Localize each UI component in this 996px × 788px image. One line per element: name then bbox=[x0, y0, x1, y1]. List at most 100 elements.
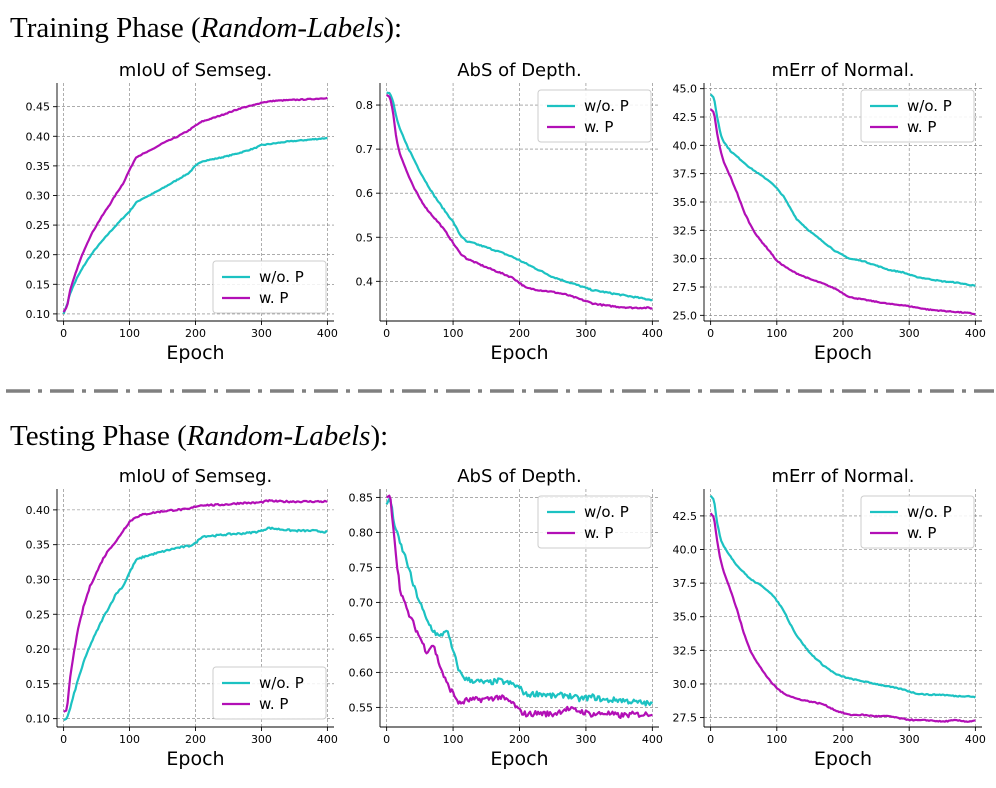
chart-title: mErr of Normal. bbox=[771, 466, 914, 487]
x-tick-label: 100 bbox=[119, 733, 140, 746]
legend-box bbox=[537, 89, 652, 143]
testing-phase-title: Testing Phase (Random-Labels): bbox=[10, 420, 388, 452]
chart-6: mErr of Normal. 0 100 200 300 400 27.5 30.0 32.5… bbox=[673, 466, 986, 770]
legend-label: w. P bbox=[259, 289, 288, 307]
y-tick-label: 0.15 bbox=[26, 278, 51, 291]
y-tick-label: 30.0 bbox=[673, 678, 698, 691]
y-tick-label: 0.35 bbox=[26, 539, 51, 552]
y-tick-label: 0.20 bbox=[26, 643, 51, 656]
x-axis-label: Epoch bbox=[166, 748, 224, 770]
y-tick-label: 0.20 bbox=[26, 249, 51, 262]
y-tick-label: 0.10 bbox=[26, 713, 51, 726]
legend: w/o. P w. P bbox=[537, 495, 652, 549]
y-tick-label: 0.25 bbox=[26, 608, 51, 621]
x-tick-label: 400 bbox=[317, 327, 338, 340]
y-tick-label: 0.5 bbox=[356, 231, 374, 244]
x-tick-label: 0 bbox=[707, 733, 714, 746]
legend-label: w/o. P bbox=[907, 503, 952, 521]
legend: w/o. P w. P bbox=[212, 666, 327, 720]
y-tick-label: 0.30 bbox=[26, 573, 51, 586]
series-line-without-p bbox=[385, 497, 654, 707]
y-tick-label: 0.65 bbox=[349, 631, 374, 644]
y-tick-label: 0.40 bbox=[26, 130, 51, 143]
legend-label: w. P bbox=[584, 524, 613, 542]
x-tick-label: 100 bbox=[443, 327, 464, 340]
y-tick-label: 0.40 bbox=[26, 504, 51, 517]
legend: w/o. P w. P bbox=[860, 89, 975, 143]
chart-3: mErr of Normal. 0 100 200 300 400 25.0 27.5 30.0… bbox=[673, 60, 986, 364]
legend-label: w/o. P bbox=[584, 503, 629, 521]
chart-5: AbS of Depth. 0 100 200 300 400 0.55 0.60 0.65 0.… bbox=[349, 466, 663, 770]
x-axis-label: Epoch bbox=[814, 342, 872, 364]
legend-box bbox=[212, 666, 327, 720]
legend-box bbox=[860, 89, 975, 143]
y-tick-label: 40.0 bbox=[673, 139, 698, 152]
y-tick-label: 0.10 bbox=[26, 308, 51, 321]
series-line-with-p bbox=[62, 96, 328, 313]
x-tick-label: 300 bbox=[899, 327, 920, 340]
legend: w/o. P w. P bbox=[537, 89, 652, 143]
x-tick-label: 0 bbox=[60, 327, 67, 340]
chart-title: mIoU of Semseg. bbox=[119, 60, 272, 81]
x-tick-label: 0 bbox=[383, 733, 390, 746]
x-tick-label: 100 bbox=[766, 733, 787, 746]
x-axis-label: Epoch bbox=[166, 342, 224, 364]
x-tick-label: 100 bbox=[443, 733, 464, 746]
x-tick-label: 0 bbox=[707, 327, 714, 340]
y-tick-label: 27.5 bbox=[673, 712, 698, 725]
y-tick-label: 32.5 bbox=[673, 644, 698, 657]
y-tick-label: 45.0 bbox=[673, 83, 698, 96]
legend-label: w. P bbox=[907, 524, 936, 542]
x-tick-label: 400 bbox=[965, 733, 986, 746]
chart-title: mIoU of Semseg. bbox=[119, 466, 272, 487]
x-tick-label: 200 bbox=[833, 733, 854, 746]
x-tick-label: 200 bbox=[185, 733, 206, 746]
y-tick-label: 30.0 bbox=[673, 253, 698, 266]
chart-title: mErr of Normal. bbox=[771, 60, 914, 81]
series-line-without-p bbox=[709, 495, 976, 699]
y-tick-label: 37.5 bbox=[673, 168, 698, 181]
legend: w/o. P w. P bbox=[860, 495, 975, 549]
y-tick-label: 0.15 bbox=[26, 678, 51, 691]
series-line-with-p bbox=[709, 108, 976, 316]
legend-label: w. P bbox=[259, 695, 288, 713]
x-axis-label: Epoch bbox=[490, 748, 548, 770]
y-tick-label: 35.0 bbox=[673, 196, 698, 209]
legend-label: w/o. P bbox=[259, 268, 304, 286]
series-line-without-p bbox=[62, 136, 328, 315]
y-tick-label: 42.5 bbox=[673, 510, 698, 523]
legend-box bbox=[212, 260, 327, 314]
y-tick-label: 42.5 bbox=[673, 111, 698, 124]
legend-label: w. P bbox=[907, 118, 936, 136]
x-tick-label: 400 bbox=[642, 327, 663, 340]
x-tick-label: 100 bbox=[119, 327, 140, 340]
chart-1: mIoU of Semseg. 0 100 200 300 400 0.10 0.15 0.20… bbox=[26, 60, 338, 364]
legend: w/o. P w. P bbox=[212, 260, 327, 314]
y-tick-label: 0.6 bbox=[356, 187, 374, 200]
legend-label: w/o. P bbox=[584, 97, 629, 115]
y-tick-label: 0.60 bbox=[349, 666, 374, 679]
y-tick-label: 0.75 bbox=[349, 561, 374, 574]
series-line-with-p bbox=[63, 499, 328, 713]
series-line-without-p bbox=[63, 526, 328, 722]
charts-container: mIoU of Semseg. 0 100 200 300 400 0.10 0.15 0.20… bbox=[26, 60, 986, 770]
x-tick-label: 0 bbox=[383, 327, 390, 340]
x-tick-label: 0 bbox=[60, 733, 67, 746]
x-tick-label: 200 bbox=[509, 327, 530, 340]
legend-box bbox=[537, 495, 652, 549]
legend-label: w/o. P bbox=[259, 674, 304, 692]
x-tick-label: 300 bbox=[251, 327, 272, 340]
y-tick-label: 0.80 bbox=[349, 526, 374, 539]
y-tick-label: 0.25 bbox=[26, 219, 51, 232]
y-tick-label: 32.5 bbox=[673, 224, 698, 237]
x-tick-label: 400 bbox=[965, 327, 986, 340]
y-tick-label: 40.0 bbox=[673, 544, 698, 557]
x-tick-label: 400 bbox=[317, 733, 338, 746]
training-phase-title: Training Phase (Random-Labels): bbox=[10, 12, 402, 44]
legend-label: w/o. P bbox=[907, 97, 952, 115]
chart-title: AbS of Depth. bbox=[457, 60, 582, 81]
y-tick-label: 0.8 bbox=[356, 99, 374, 112]
chart-2: AbS of Depth. 0 100 200 300 400 0.4 0.5 0.6 0.7 0.… bbox=[356, 60, 663, 364]
y-tick-label: 0.30 bbox=[26, 189, 51, 202]
